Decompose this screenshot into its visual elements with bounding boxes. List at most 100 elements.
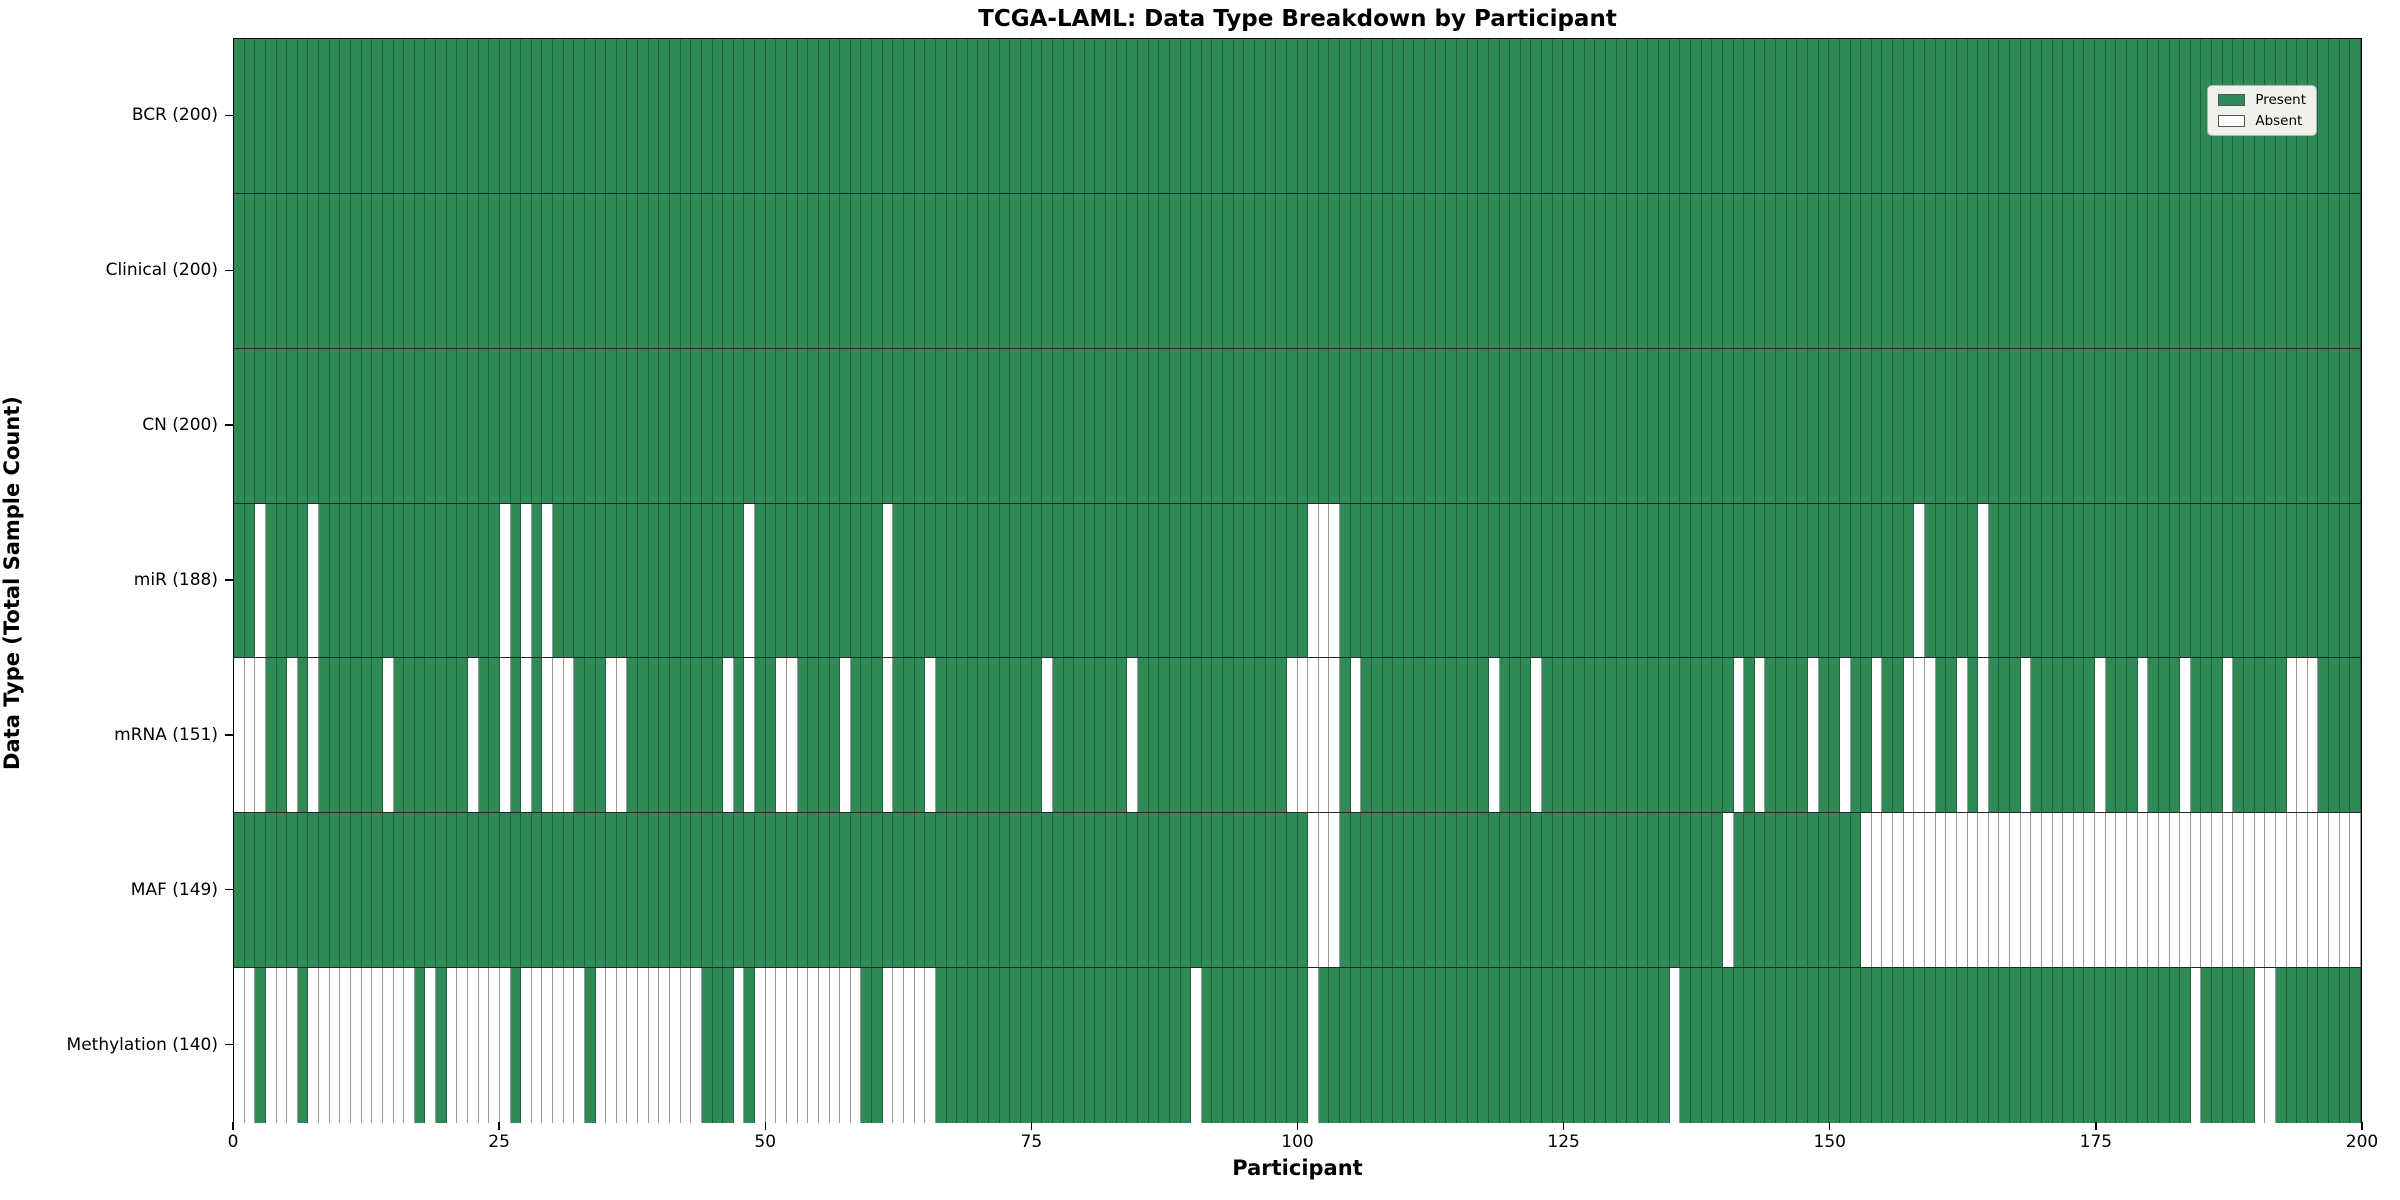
heatmap-cell [797,503,809,658]
heatmap-cell [1265,658,1277,813]
heatmap-cell [2041,658,2053,813]
heatmap-cell [2297,813,2308,968]
heatmap-cell [1914,813,1925,968]
heatmap-cell [1701,348,1713,503]
heatmap-cell [1786,658,1798,813]
heatmap-cell [818,968,830,1123]
heatmap-cell [670,658,681,813]
heatmap-cell [489,968,500,1123]
heatmap-cell [446,348,458,503]
heatmap-cell [1467,39,1479,193]
heatmap-cell [436,658,447,813]
heatmap-cell [967,813,979,968]
heatmap-cell [1807,193,1819,348]
heatmap-cell [1563,193,1574,348]
heatmap-cell [1818,813,1830,968]
heatmap-cell [2073,813,2085,968]
heatmap-cell [1744,658,1755,813]
heatmap-cell [1137,813,1149,968]
heatmap-cell [1350,813,1362,968]
heatmap-cell [2137,193,2149,348]
heatmap-cell [1733,39,1745,193]
heatmap-cell [1403,813,1415,968]
heatmap-cell [1499,503,1511,658]
heatmap-cell [393,968,405,1123]
y-tick-mark [225,269,233,271]
heatmap-cell [1254,968,1266,1123]
heatmap-cell [2329,39,2340,193]
heatmap-cell [2116,39,2128,193]
heatmap-cell [510,348,522,503]
heatmap-cell [1350,968,1362,1123]
heatmap-cell [1914,348,1925,503]
heatmap-cell [1254,658,1266,813]
heatmap-cell [510,813,522,968]
heatmap-cell [978,193,990,348]
heatmap-cell [2052,813,2064,968]
heatmap-cell [914,193,926,348]
heatmap-cell [1956,813,1968,968]
heatmap-cell [616,39,628,193]
heatmap-cell [1531,503,1543,658]
heatmap-cell [1074,193,1085,348]
heatmap-cell [1169,813,1181,968]
heatmap-cell [1627,348,1638,503]
heatmap-cell [2307,193,2319,348]
heatmap-cell [287,39,298,193]
heatmap-cell [1106,193,1117,348]
heatmap-cell [2063,968,2074,1123]
heatmap-cell [1318,39,1330,193]
heatmap-cell [319,658,330,813]
heatmap-cell [2095,658,2106,813]
heatmap-cell [2020,968,2032,1123]
heatmap-cell [1499,348,1511,503]
heatmap-cell [297,968,309,1123]
heatmap-cell [1031,348,1043,503]
heatmap-cell [297,193,309,348]
heatmap-cell [372,658,383,813]
heatmap-cell [1063,503,1075,658]
heatmap-cell [2137,503,2149,658]
heatmap-cell [1446,503,1458,658]
heatmap-cell [436,503,447,658]
heatmap-cell [1020,503,1032,658]
heatmap-cell [861,813,873,968]
heatmap-cell [701,503,713,658]
heatmap-cell [1956,968,1968,1123]
heatmap-cell [1137,193,1149,348]
heatmap-cell [1212,503,1224,658]
heatmap-cell [1850,968,1862,1123]
heatmap-cell [1659,503,1670,658]
heatmap-cell [1382,348,1394,503]
heatmap-cell [765,39,777,193]
heatmap-cell [861,193,873,348]
heatmap-cell [2063,503,2074,658]
heatmap-cell [1627,39,1638,193]
heatmap-cell [1829,39,1840,193]
heatmap-cell [1276,813,1287,968]
heatmap-cell [2329,813,2340,968]
heatmap-cell [1371,348,1383,503]
heatmap-cell [1063,348,1075,503]
heatmap-cell [1106,348,1117,503]
heatmap-cell [1159,813,1170,968]
heatmap-cell [1978,503,1989,658]
heatmap-cell [2244,813,2255,968]
heatmap-cell [2286,658,2298,813]
heatmap-cell [425,39,437,193]
heatmap-cell [1478,503,1489,658]
heatmap-cell [1457,503,1468,658]
heatmap-cell [1680,348,1691,503]
heatmap-cell [308,348,320,503]
heatmap-cell [776,39,788,193]
heatmap-cell [382,658,394,813]
heatmap-cell [2180,813,2191,968]
heatmap-cell [361,348,373,503]
heatmap-cell [1818,348,1830,503]
heatmap-cell [1414,503,1426,658]
heatmap-cell [1329,813,1341,968]
heatmap-cell [1616,348,1628,503]
heatmap-cell [1286,658,1298,813]
heatmap-cell [627,39,639,193]
heatmap-cell [1095,813,1107,968]
